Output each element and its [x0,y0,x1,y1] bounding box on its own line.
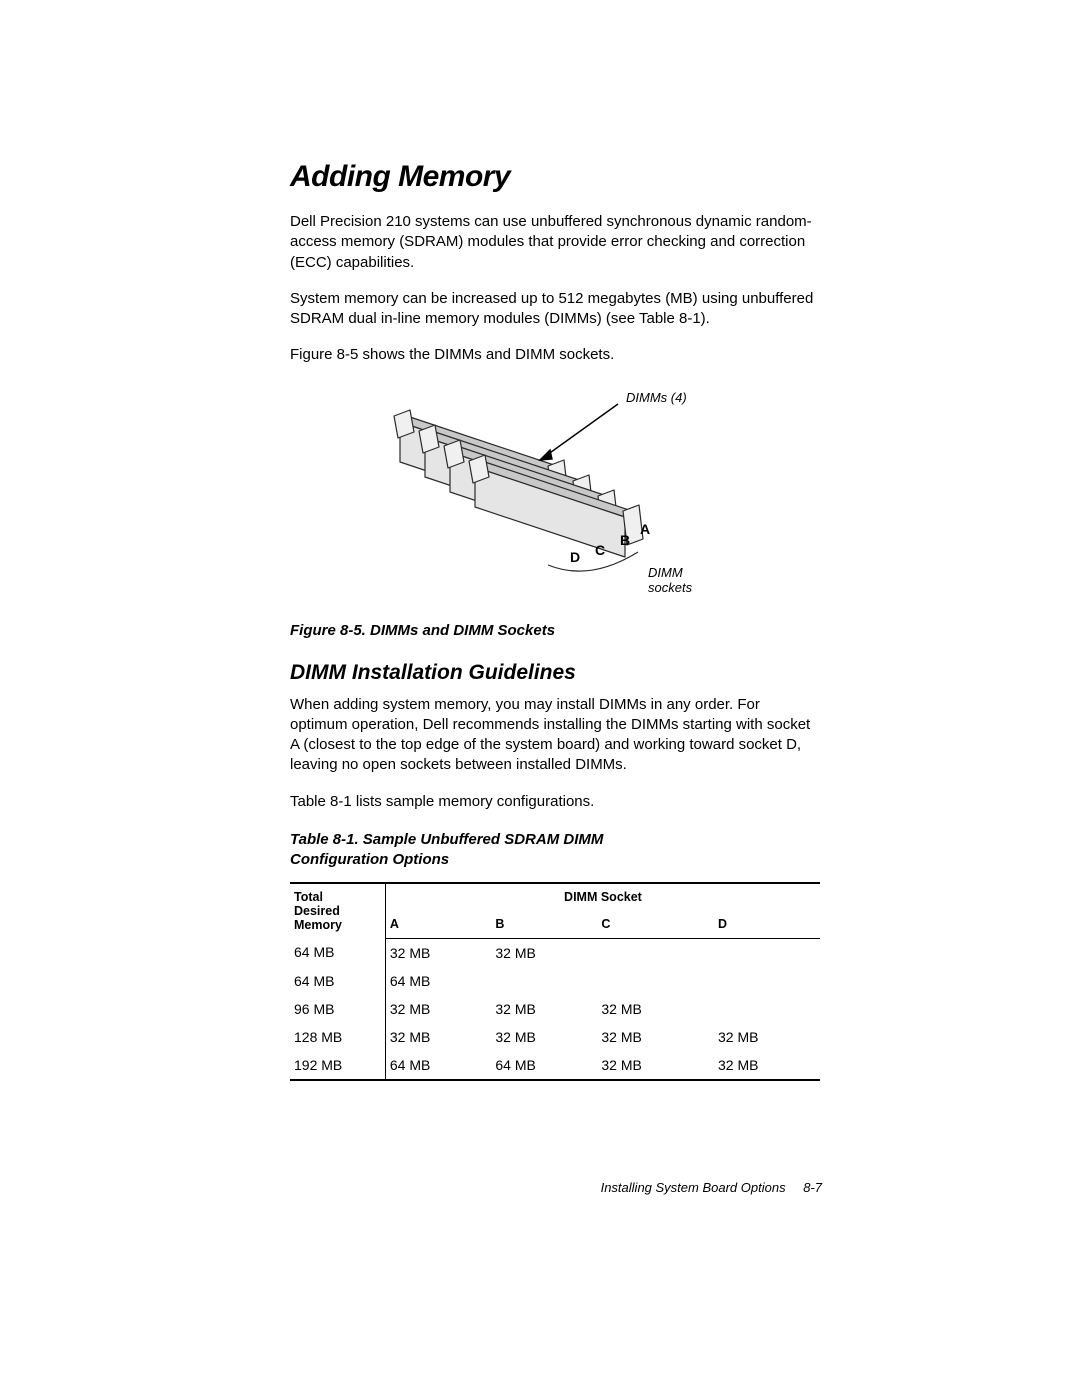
th-b: B [491,911,597,938]
th-total: Total Desired Memory [290,883,385,938]
cell-d [714,967,820,995]
cell-b: 64 MB [491,1051,597,1080]
cell-d: 32 MB [714,1051,820,1080]
th-total-l1: Total [294,890,323,904]
th-total-l3: Memory [294,918,342,932]
cell-c [597,967,714,995]
cell-a: 64 MB [385,967,491,995]
label-socket-b: B [620,532,630,548]
th-c: C [597,911,714,938]
th-d: D [714,911,820,938]
cell-b: 32 MB [491,938,597,967]
page-content: Adding Memory Dell Precision 210 systems… [290,160,820,1081]
table-row: 128 MB 32 MB 32 MB 32 MB 32 MB [290,1023,820,1051]
cell-b: 32 MB [491,1023,597,1051]
cell-a: 32 MB [385,1023,491,1051]
table-row: 64 MB 64 MB [290,967,820,995]
page-heading: Adding Memory [290,160,820,194]
cell-a: 64 MB [385,1051,491,1080]
label-dimms-count: DIMMs (4) [626,390,687,405]
label-dimm-sockets-1: DIMM [648,565,683,580]
footer-page-number: 8-7 [803,1180,822,1195]
table-body: 64 MB 32 MB 32 MB 64 MB 64 MB 96 MB 32 M… [290,938,820,1080]
cell-total: 64 MB [290,967,385,995]
cell-d [714,995,820,1023]
th-a: A [385,911,491,938]
footer-section: Installing System Board Options [601,1180,786,1195]
table-row: 96 MB 32 MB 32 MB 32 MB [290,995,820,1023]
cell-total: 96 MB [290,995,385,1023]
paragraph-intro-3: Figure 8-5 shows the DIMMs and DIMM sock… [290,345,820,365]
figure-caption: Figure 8-5. DIMMs and DIMM Sockets [290,622,820,639]
cell-b: 32 MB [491,995,597,1023]
cell-c [597,938,714,967]
config-table: Total Desired Memory DIMM Socket A B C D… [290,882,820,1081]
table-caption: Table 8-1. Sample Unbuffered SDRAM DIMM … [290,830,690,871]
cell-b [491,967,597,995]
cell-total: 128 MB [290,1023,385,1051]
figure-dimms: DIMMs (4) A B C D DIMM sockets [380,382,710,612]
paragraph-table-intro: Table 8-1 lists sample memory configurat… [290,792,820,812]
paragraph-intro-2: System memory can be increased up to 512… [290,289,820,330]
cell-d: 32 MB [714,1023,820,1051]
cell-a: 32 MB [385,938,491,967]
label-socket-c: C [595,542,605,558]
label-dimm-sockets-2: sockets [648,580,693,595]
cell-c: 32 MB [597,1051,714,1080]
cell-c: 32 MB [597,1023,714,1051]
page-footer: Installing System Board Options 8-7 [601,1180,822,1195]
cell-total: 64 MB [290,938,385,967]
th-total-l2: Desired [294,904,340,918]
paragraph-guidelines: When adding system memory, you may insta… [290,695,820,776]
cell-c: 32 MB [597,995,714,1023]
dimm-diagram: DIMMs (4) A B C D DIMM sockets [380,382,710,612]
paragraph-intro-1: Dell Precision 210 systems can use unbuf… [290,212,820,273]
label-socket-a: A [640,521,650,537]
table-row: 64 MB 32 MB 32 MB [290,938,820,967]
cell-total: 192 MB [290,1051,385,1080]
label-socket-d: D [570,549,580,565]
th-dimm-socket: DIMM Socket [385,883,820,911]
table-row: 192 MB 64 MB 64 MB 32 MB 32 MB [290,1051,820,1080]
cell-d [714,938,820,967]
subheading-guidelines: DIMM Installation Guidelines [290,661,820,685]
cell-a: 32 MB [385,995,491,1023]
